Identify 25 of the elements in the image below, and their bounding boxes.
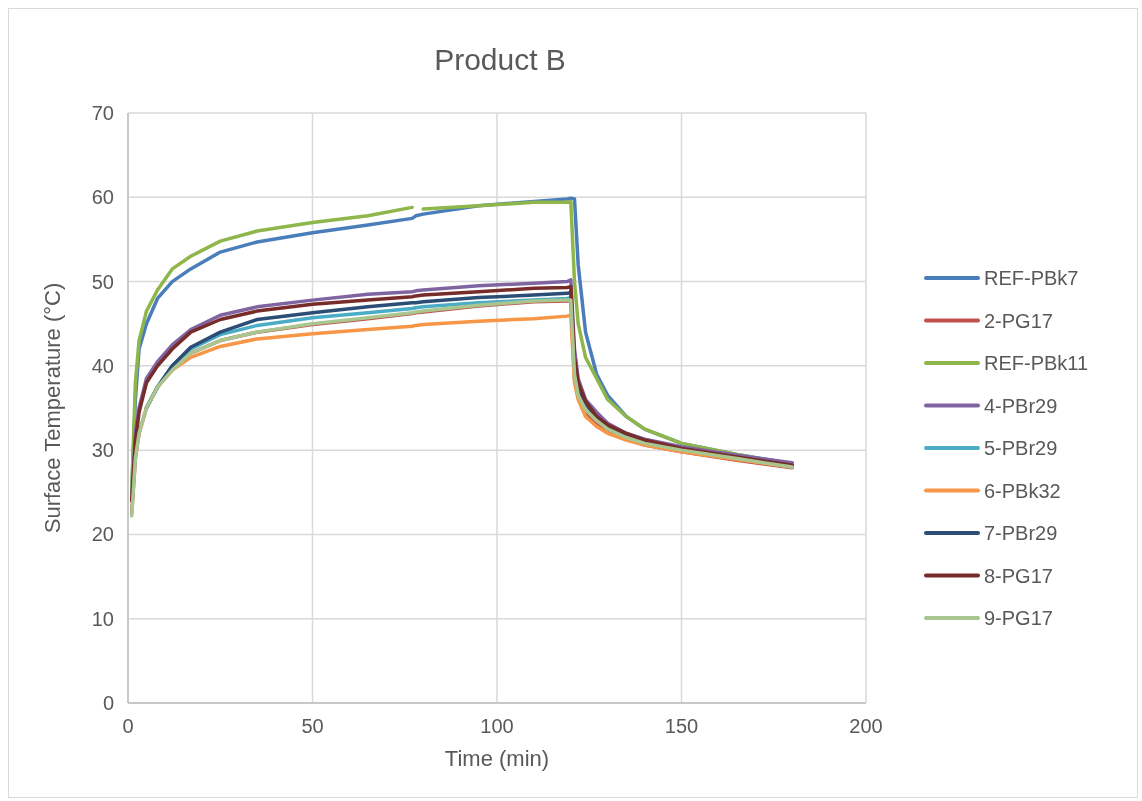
legend-label: 4-PBr29 [984,394,1058,417]
y-tick-label: 30 [91,439,114,462]
x-tick-label: 100 [480,715,514,737]
y-tick-label: 60 [91,186,114,209]
y-tick-label: 20 [91,523,114,546]
chart-title: Product B [434,43,566,76]
legend-label: 6-PBk32 [984,479,1061,502]
legend-label: 7-PBr29 [984,522,1058,544]
y-tick-label: 10 [91,607,114,630]
legend-label: 5-PBr29 [984,437,1058,459]
x-tick-label: 200 [849,715,883,737]
legend-label: 8-PG17 [984,564,1053,587]
y-tick-label: 50 [91,270,114,293]
legend-label: 2-PG17 [984,309,1053,332]
legend-label: REF-PBk11 [984,352,1089,374]
y-axis-title: Surface Temperature (°C) [40,282,65,534]
y-tick-label: 70 [91,102,114,124]
legend-label: 9-PG17 [984,607,1053,629]
x-axis-title: Time (min) [444,746,550,771]
x-tick-label: 150 [664,715,699,737]
y-tick-label: 0 [102,692,114,714]
legend-label: REF-PBk7 [984,267,1079,289]
x-tick-label: 50 [301,715,324,737]
x-tick-label: 0 [122,715,134,737]
y-tick-label: 40 [91,354,114,377]
